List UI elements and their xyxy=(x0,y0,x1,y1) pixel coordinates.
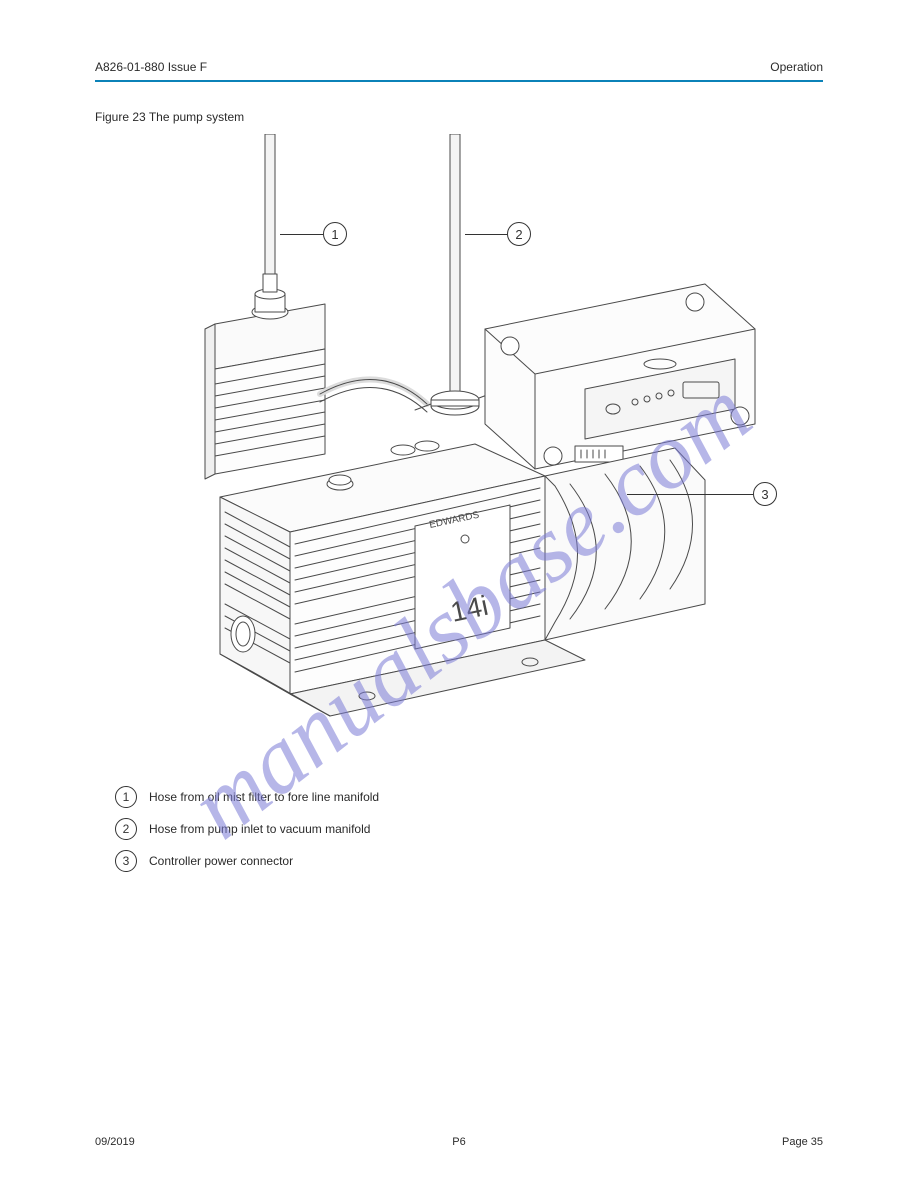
page-header: A826-01-880 Issue F Operation xyxy=(95,60,823,74)
legend-item: 3 Controller power connector xyxy=(115,850,823,872)
legend-text: Controller power connector xyxy=(149,854,293,868)
document-id: A826-01-880 Issue F xyxy=(95,60,207,74)
figure-caption: Figure 23 The pump system xyxy=(95,110,823,124)
callout-1: 1 xyxy=(323,222,347,246)
callout-3: 3 xyxy=(753,482,777,506)
section-label: Operation xyxy=(770,60,823,74)
callout-leader-1 xyxy=(280,234,323,235)
callout-2: 2 xyxy=(507,222,531,246)
callout-leader-2 xyxy=(465,234,507,235)
callout-number: 1 xyxy=(331,227,338,242)
footer-page-number: Page 35 xyxy=(782,1136,823,1148)
page-footer: 09/2019 P6 Page 35 xyxy=(95,1136,823,1148)
callout-number: 2 xyxy=(515,227,522,242)
footer-page-code: P6 xyxy=(452,1136,465,1148)
figure-area: EDWARDS 14i 1 xyxy=(95,134,823,774)
page-content: A826-01-880 Issue F Operation Figure 23 … xyxy=(0,0,918,1188)
header-rule xyxy=(95,80,823,82)
legend-number: 3 xyxy=(115,850,137,872)
pump-illustration: EDWARDS 14i xyxy=(115,134,795,754)
legend-text: Hose from pump inlet to vacuum manifold xyxy=(149,822,370,836)
legend-item: 2 Hose from pump inlet to vacuum manifol… xyxy=(115,818,823,840)
legend-number: 1 xyxy=(115,786,137,808)
legend-item: 1 Hose from oil mist filter to fore line… xyxy=(115,786,823,808)
figure-legend: 1 Hose from oil mist filter to fore line… xyxy=(115,786,823,872)
callout-leader-3 xyxy=(627,494,753,495)
legend-text: Hose from oil mist filter to fore line m… xyxy=(149,790,379,804)
callout-number: 3 xyxy=(761,487,768,502)
footer-date: 09/2019 xyxy=(95,1136,135,1148)
legend-number: 2 xyxy=(115,818,137,840)
